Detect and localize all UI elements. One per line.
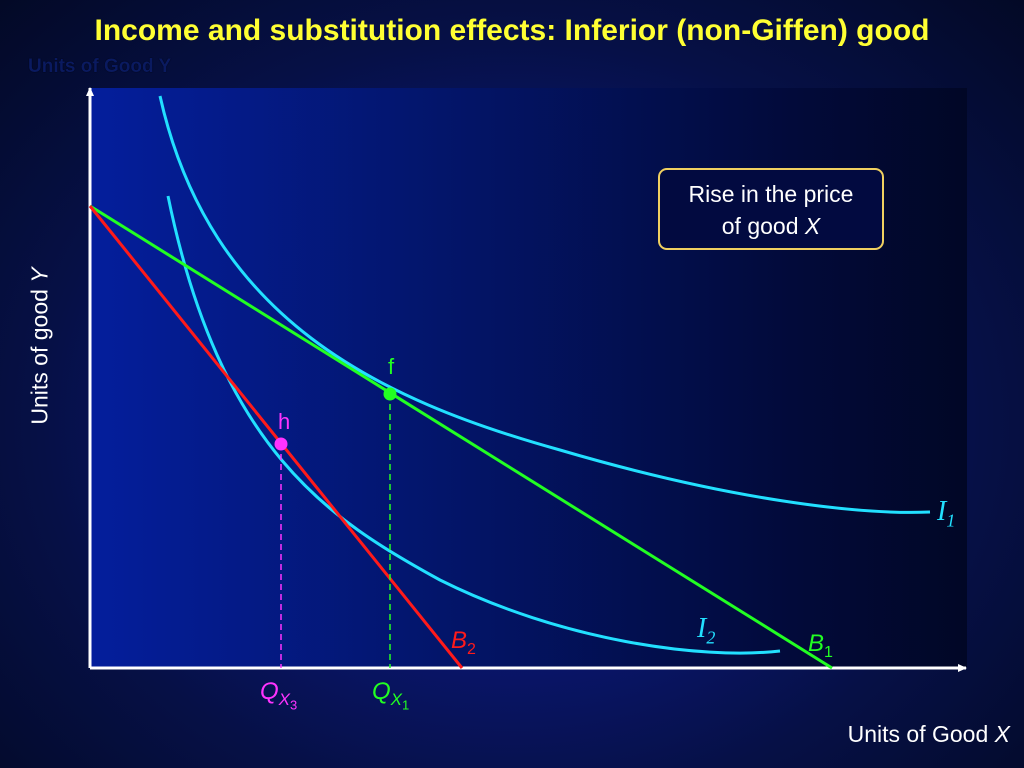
slide-title: Income and substitution effects: Inferio… [94,14,930,47]
curve-label-i2: I2 [697,613,716,648]
x-axis-label: Units of Good X [847,721,1010,747]
ghost-axis-label: Units of Good Y [28,56,172,77]
callout-line-2: of good X [721,213,821,239]
point-h-label: h [278,409,291,434]
budget-line-b1 [89,204,833,670]
point-f-label: f [388,354,395,379]
budget-label-b1: B1 [808,630,833,661]
y-axis-label: Units of good Y [26,267,53,425]
budget-line-b2 [88,205,464,669]
quantity-label-qx3: QX3 [260,678,298,713]
price-rise-callout: Rise in the price of good X [658,168,884,250]
quantity-label-qx1: QX1 [372,678,410,713]
point-f [383,387,397,401]
budget-label-b2: B2 [451,627,476,658]
indifference-curve-i1 [158,95,931,514]
curve-label-i1: I1 [937,496,956,531]
indifference-curve-i2 [166,195,781,655]
point-h [274,437,288,451]
callout-line-1: Rise in the price [688,181,854,207]
